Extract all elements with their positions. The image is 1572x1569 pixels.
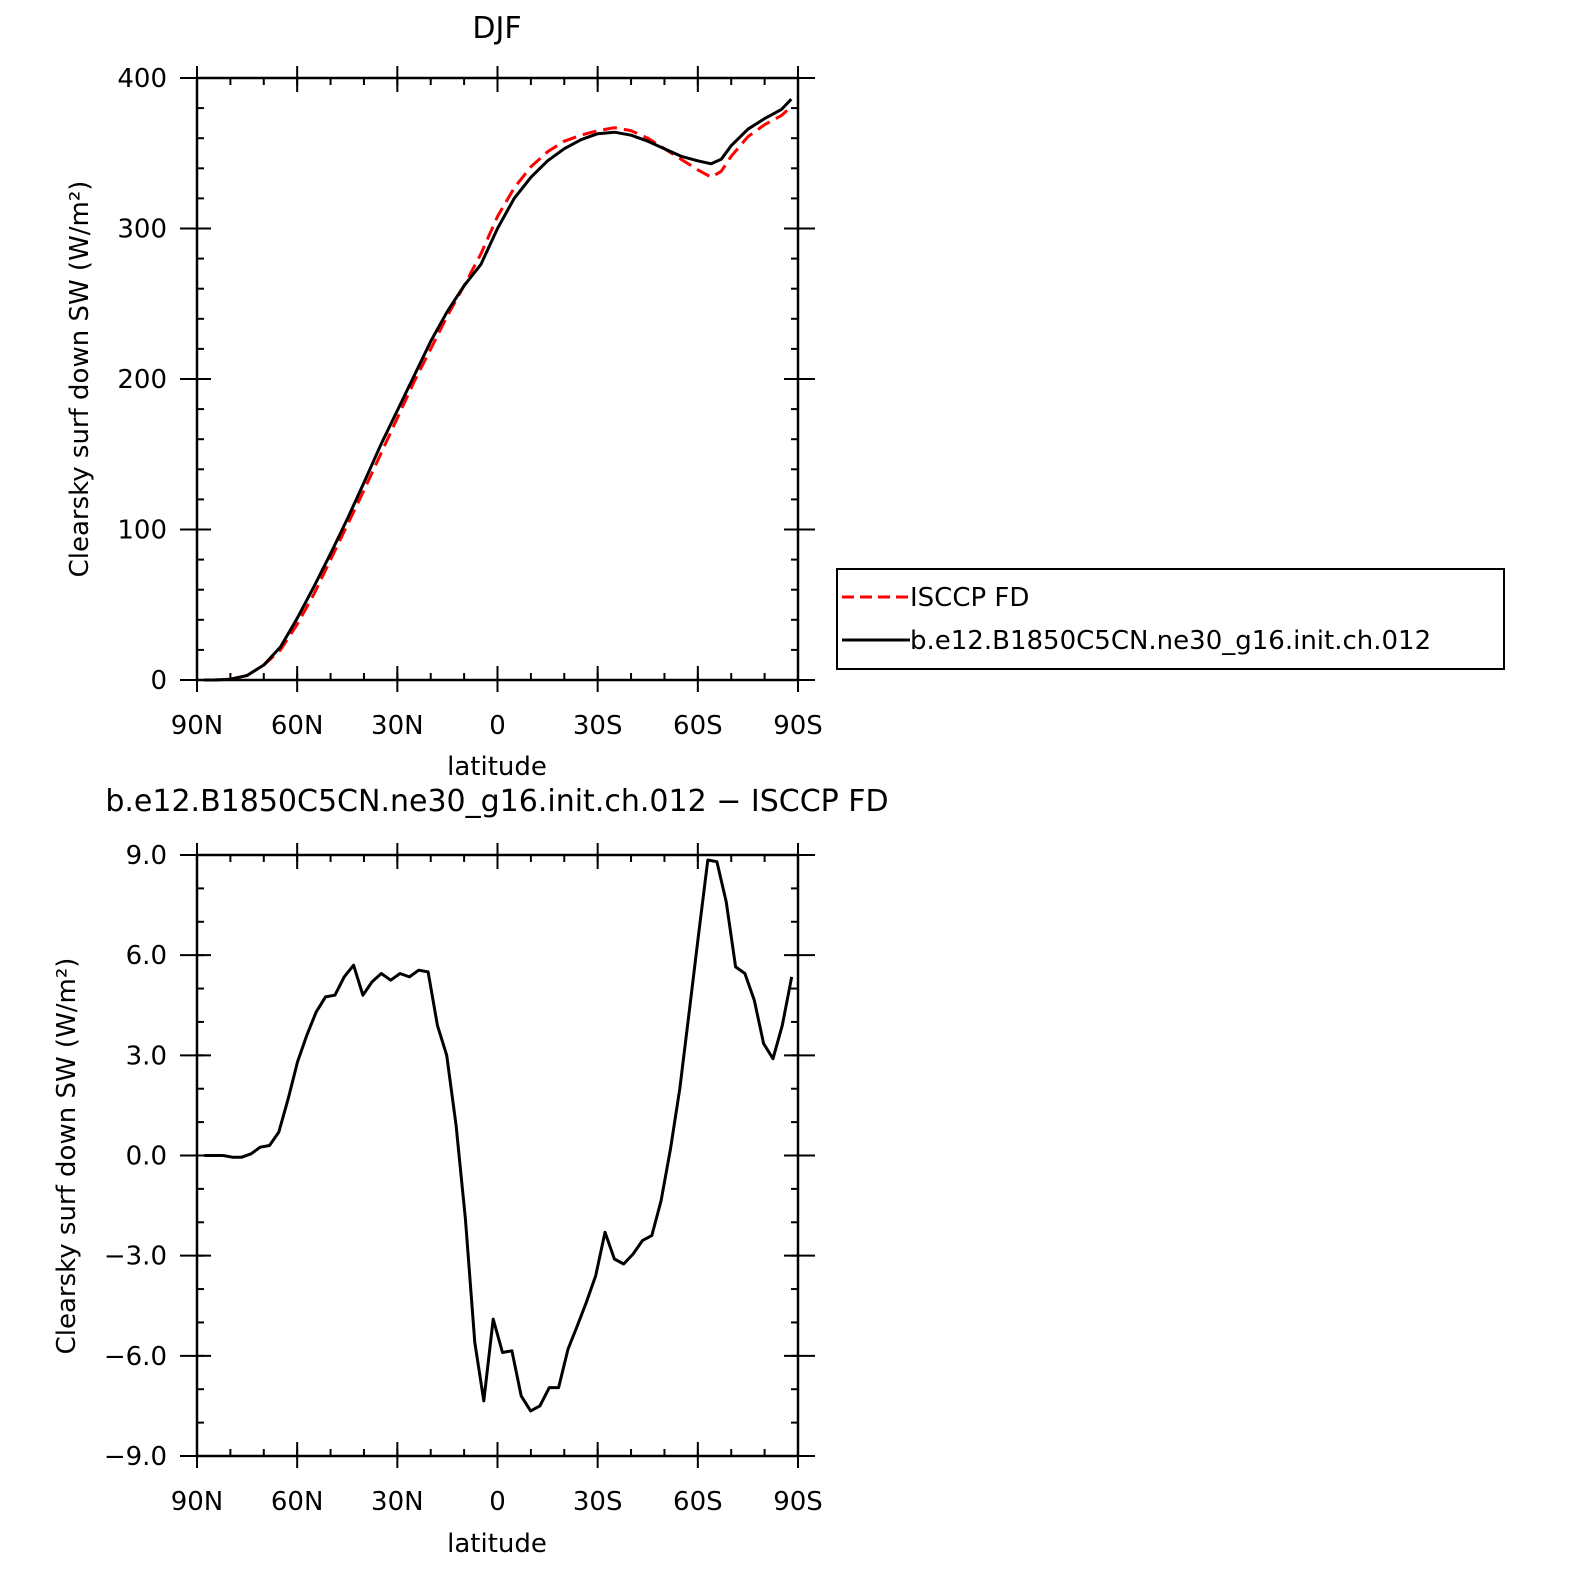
- bottom-y-tick-label: −3.0: [104, 1242, 167, 1272]
- bottom-x-tick-labels: 90N 60N 30N 0 30S 60S 90S: [171, 1487, 823, 1517]
- bottom-x-tick-label: 60N: [271, 1487, 324, 1517]
- bottom-ticks: [180, 843, 815, 1468]
- bottom-y-tick-label: 0.0: [126, 1142, 167, 1172]
- top-y-tick-label: 0: [150, 666, 167, 696]
- bottom-x-axis-label: latitude: [447, 1529, 547, 1559]
- top-y-tick-label: 200: [117, 365, 167, 395]
- bottom-x-tick-label: 30S: [573, 1487, 623, 1517]
- legend-label-isccp: ISCCP FD: [910, 583, 1029, 613]
- bottom-y-tick-label: −9.0: [104, 1442, 167, 1472]
- bottom-y-tick-label: 6.0: [126, 941, 167, 971]
- top-x-tick-labels: 90N 60N 30N 0 30S 60S 90S: [171, 711, 823, 741]
- bottom-x-tick-label: 30N: [371, 1487, 424, 1517]
- top-x-tick-label: 90N: [171, 711, 224, 741]
- bottom-x-tick-label: 0: [489, 1487, 506, 1517]
- top-series-line-1: [203, 98, 793, 682]
- top-x-tick-label: 60N: [271, 711, 324, 741]
- top-x-tick-label: 30N: [371, 711, 424, 741]
- top-x-tick-label: 0: [489, 711, 506, 741]
- top-x-tick-label: 30S: [573, 711, 623, 741]
- legend: ISCCP FD b.e12.B1850C5CN.ne30_g16.init.c…: [836, 568, 1505, 670]
- bottom-x-tick-label: 90S: [773, 1487, 823, 1517]
- legend-box: [836, 568, 1505, 670]
- bottom-y-tick-labels: 9.0 6.0 3.0 0.0 −3.0 −6.0 −9.0: [104, 841, 167, 1472]
- bottom-panel: b.e12.B1850C5CN.ne30_g16.init.ch.012 − I…: [52, 784, 889, 1559]
- bottom-plot-frame: [195, 853, 800, 1458]
- bottom-x-tick-label: 90N: [171, 1487, 224, 1517]
- bottom-y-tick-label: −6.0: [104, 1342, 167, 1372]
- bottom-series-line-0: [204, 858, 794, 1413]
- bottom-x-tick-label: 60S: [673, 1487, 723, 1517]
- top-y-tick-label: 100: [117, 516, 167, 546]
- bottom-y-tick-label: 9.0: [126, 841, 167, 871]
- top-y-tick-labels: 0 100 200 300 400: [117, 64, 167, 696]
- top-y-tick-label: 400: [117, 64, 167, 94]
- bottom-chart-title: b.e12.B1850C5CN.ne30_g16.init.ch.012 − I…: [105, 784, 888, 819]
- top-x-tick-label: 90S: [773, 711, 823, 741]
- top-x-axis-label: latitude: [447, 752, 547, 782]
- top-x-tick-label: 60S: [673, 711, 723, 741]
- bottom-y-tick-label: 3.0: [126, 1041, 167, 1071]
- top-plot-frame: [195, 76, 800, 682]
- top-series-line-0: [203, 105, 793, 682]
- top-chart-title: DJF: [472, 11, 521, 46]
- top-series-group: [203, 98, 793, 682]
- legend-label-model: b.e12.B1850C5CN.ne30_g16.init.ch.012: [910, 626, 1431, 656]
- top-y-tick-label: 300: [117, 215, 167, 245]
- top-panel: DJF 90N 60N 30N 0 30S 60S 90S 0 100 200 300 400 la…: [65, 11, 823, 782]
- bottom-y-axis-label: Clearsky surf down SW (W/m²): [52, 958, 82, 1355]
- bottom-series-group: [204, 858, 794, 1413]
- top-y-axis-label: Clearsky surf down SW (W/m²): [65, 181, 95, 578]
